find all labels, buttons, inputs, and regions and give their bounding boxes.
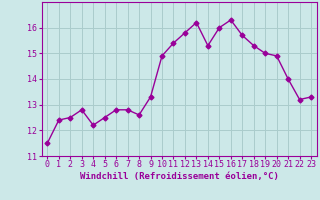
X-axis label: Windchill (Refroidissement éolien,°C): Windchill (Refroidissement éolien,°C) (80, 172, 279, 181)
